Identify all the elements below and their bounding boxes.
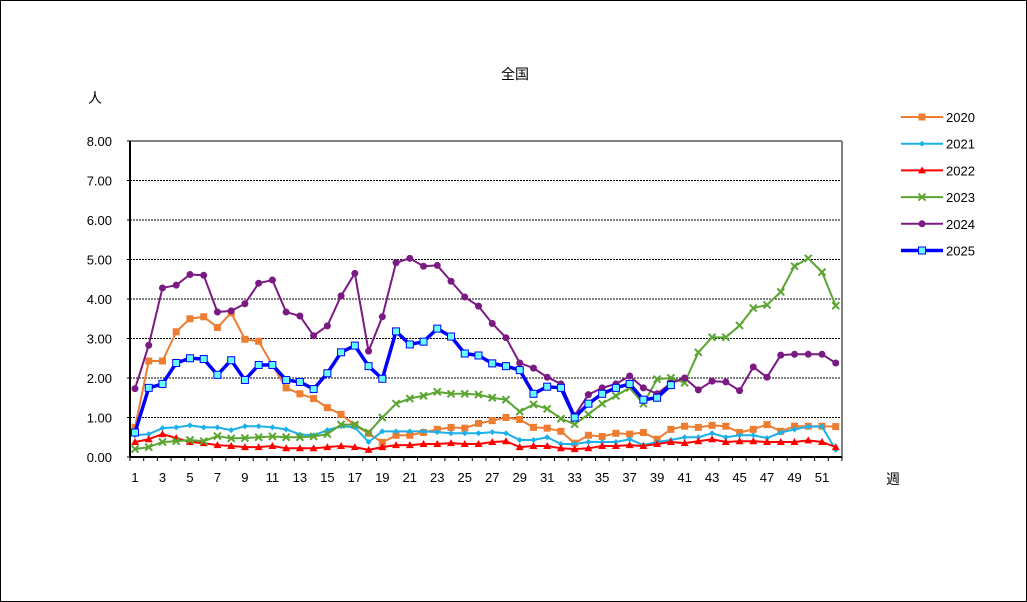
legend-label: 2025 xyxy=(946,244,975,259)
x-tick-label: 45 xyxy=(732,470,746,485)
x-tick-label: 35 xyxy=(595,470,609,485)
x-tick-label: 3 xyxy=(159,470,166,485)
x-tick-label: 19 xyxy=(375,470,389,485)
x-tick-label: 9 xyxy=(241,470,248,485)
x-tick-label: 31 xyxy=(540,470,554,485)
y-tick-label: 1.00 xyxy=(87,411,112,426)
legend-item-2021: 2021 xyxy=(901,137,975,152)
y-tick-label: 7.00 xyxy=(87,174,112,189)
x-tick-label: 49 xyxy=(787,470,801,485)
x-tick-label: 37 xyxy=(622,470,636,485)
chart-title: 全国 xyxy=(501,66,529,82)
x-tick-label: 33 xyxy=(567,470,581,485)
legend: 2020 2021 2022 2023 2024 2025 xyxy=(901,110,975,259)
y-tick-label: 3.00 xyxy=(87,332,112,347)
y-tick-label: 2.00 xyxy=(87,371,112,386)
x-tick-label: 11 xyxy=(266,470,280,485)
x-tick-label: 43 xyxy=(705,470,719,485)
legend-item-2023: 2023 xyxy=(901,190,975,205)
x-tick-label: 29 xyxy=(512,470,526,485)
series-2024 xyxy=(131,254,840,420)
x-tick-label: 39 xyxy=(650,470,664,485)
legend-label: 2021 xyxy=(946,137,975,152)
legend-label: 2024 xyxy=(946,217,975,232)
series-2025 xyxy=(131,324,675,437)
y-tick-label: 8.00 xyxy=(87,134,112,149)
y-tick-label: 5.00 xyxy=(87,253,112,268)
x-tick-label: 17 xyxy=(348,470,362,485)
axes: 0.001.002.003.004.005.006.007.008.001 3 5 7… xyxy=(87,134,843,485)
series-2023 xyxy=(130,254,840,454)
x-tick-label: 15 xyxy=(320,470,334,485)
x-tick-label: 5 xyxy=(186,470,193,485)
legend-label: 2020 xyxy=(946,110,975,125)
legend-item-2022: 2022 xyxy=(901,163,975,178)
legend-label: 2023 xyxy=(946,190,975,205)
x-tick-label: 1 xyxy=(131,470,138,485)
legend-item-2024: 2024 xyxy=(901,217,975,232)
series-group xyxy=(130,254,840,454)
series-2020 xyxy=(131,309,840,447)
x-tick-label: 41 xyxy=(677,470,691,485)
y-axis-label: 人 xyxy=(88,90,102,106)
x-axis-label: 週 xyxy=(886,471,900,487)
x-tick-label: 25 xyxy=(458,470,472,485)
y-tick-label: 4.00 xyxy=(87,292,112,307)
x-tick-label: 13 xyxy=(293,470,307,485)
x-tick-label: 27 xyxy=(485,470,499,485)
y-tick-label: 0.00 xyxy=(87,450,112,465)
x-tick-label: 7 xyxy=(214,470,221,485)
x-tick-label: 21 xyxy=(403,470,417,485)
x-tick-label: 23 xyxy=(430,470,444,485)
y-tick-label: 6.00 xyxy=(87,213,112,228)
x-tick-label: 47 xyxy=(760,470,774,485)
series-2022 xyxy=(131,430,840,453)
legend-label: 2022 xyxy=(946,163,975,178)
legend-item-2025: 2025 xyxy=(901,244,975,259)
legend-item-2020: 2020 xyxy=(901,110,975,125)
x-tick-label: 51 xyxy=(815,470,829,485)
grid-lines xyxy=(130,180,842,418)
